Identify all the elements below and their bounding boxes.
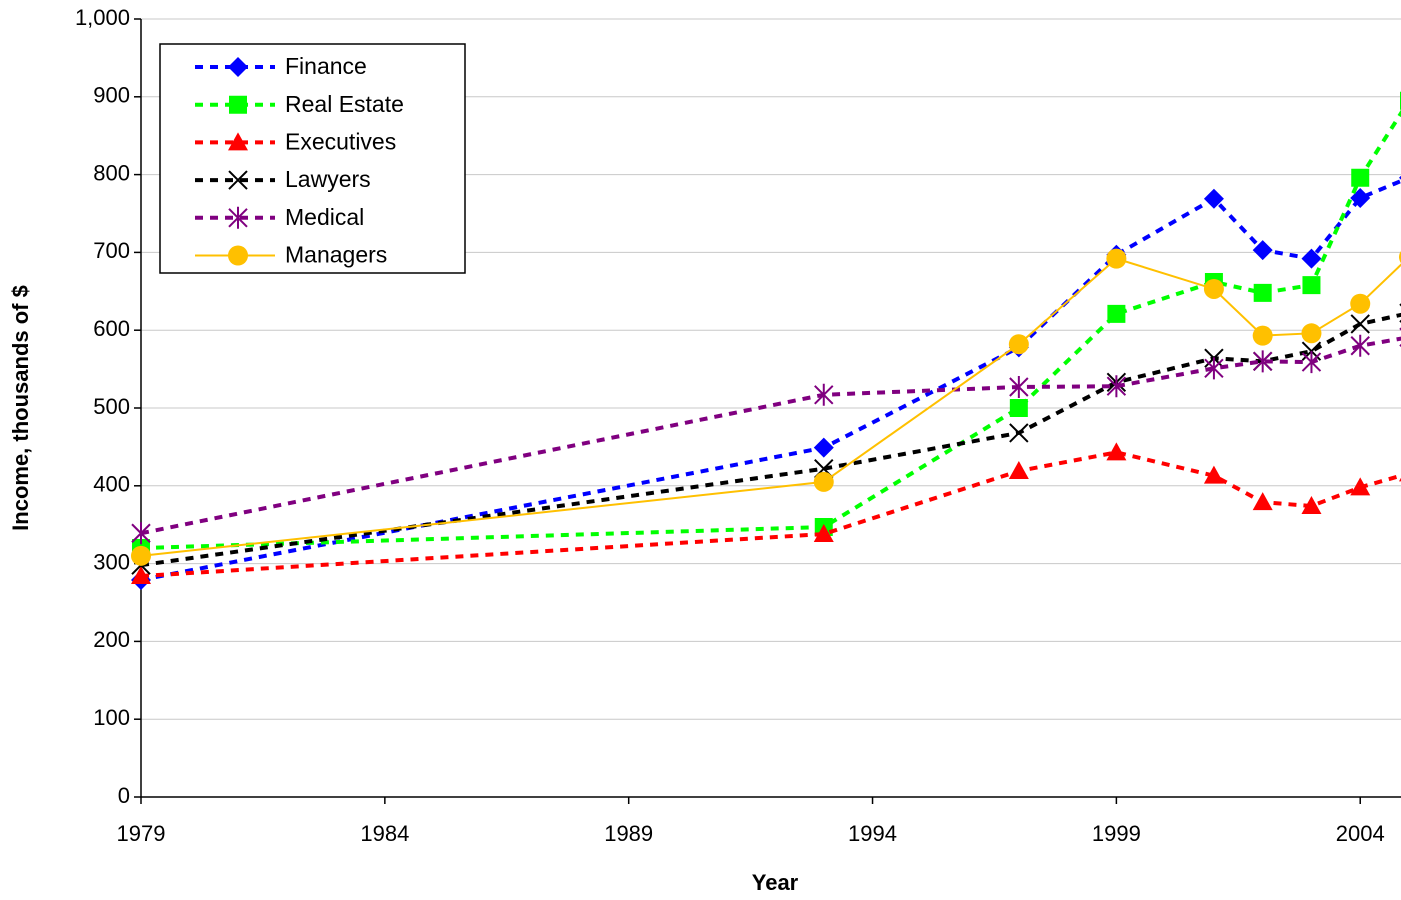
y-tick-label: 600	[93, 316, 130, 341]
x-tick-label: 1979	[117, 821, 166, 846]
marker	[1009, 423, 1029, 443]
series-line	[140, 336, 1401, 536]
marker	[813, 437, 834, 458]
legend-label: Managers	[285, 242, 387, 268]
marker	[1252, 350, 1273, 373]
y-tick-label: 300	[93, 549, 130, 574]
marker	[1350, 293, 1371, 314]
marker	[1350, 314, 1370, 334]
legend-label: Finance	[285, 53, 367, 79]
marker	[1009, 375, 1029, 398]
marker	[1203, 465, 1224, 484]
marker	[131, 566, 151, 585]
marker	[1252, 325, 1273, 346]
marker	[1350, 334, 1370, 357]
marker	[1008, 334, 1029, 355]
marker	[131, 545, 151, 566]
marker	[131, 522, 151, 545]
marker	[1203, 278, 1224, 299]
legend-marker	[229, 95, 247, 114]
legend-label: Lawyers	[285, 166, 371, 192]
x-tick-label: 1984	[360, 821, 409, 846]
y-tick-label: 100	[93, 705, 130, 730]
marker	[1301, 248, 1322, 269]
y-tick-label: 500	[93, 394, 130, 419]
marker	[1107, 304, 1126, 323]
legend-label: Executives	[285, 128, 396, 154]
legend-marker	[228, 245, 248, 266]
x-tick-label: 1999	[1092, 821, 1141, 846]
y-tick-label: 200	[93, 627, 130, 652]
marker	[1106, 375, 1127, 398]
y-tick-label: 0	[118, 783, 130, 808]
marker	[1252, 240, 1273, 261]
marker	[1302, 276, 1321, 295]
marker	[813, 471, 834, 492]
y-tick-label: 900	[93, 83, 130, 108]
marker	[1252, 492, 1273, 511]
marker	[1350, 477, 1371, 496]
marker	[813, 524, 834, 543]
marker	[1203, 188, 1224, 209]
legend-marker	[228, 170, 248, 190]
marker	[1008, 461, 1029, 480]
y-tick-label: 1,000	[75, 5, 130, 30]
legend-marker	[228, 132, 248, 151]
x-tick-label: 2004	[1336, 821, 1385, 846]
marker	[1301, 351, 1322, 374]
legend-marker	[228, 206, 248, 229]
marker	[1301, 496, 1322, 515]
legend-marker	[228, 57, 248, 77]
marker	[1204, 357, 1224, 380]
y-tick-label: 700	[93, 238, 130, 263]
x-tick-label: 1994	[848, 821, 897, 846]
marker	[1106, 248, 1127, 269]
marker	[1351, 168, 1370, 187]
legend-label: Real Estate	[285, 91, 404, 117]
series-line	[140, 109, 1401, 551]
legend-label: Medical	[285, 204, 364, 230]
x-tick-label: 1989	[604, 821, 653, 846]
series-line	[140, 257, 1401, 557]
marker	[1301, 323, 1322, 344]
x-axis-title: Year	[752, 870, 799, 895]
series-line	[140, 450, 1401, 579]
legend: Finance Real Estate Executives Lawyers Medic…	[159, 43, 466, 274]
marker	[814, 383, 834, 406]
y-tick-label: 800	[93, 160, 130, 185]
y-axis-title: Income, thousands of $	[8, 285, 33, 531]
marker	[1253, 283, 1272, 302]
legend-box	[159, 43, 466, 274]
marker	[1106, 442, 1127, 461]
y-tick-label: 400	[93, 472, 130, 497]
marker	[1009, 399, 1028, 417]
